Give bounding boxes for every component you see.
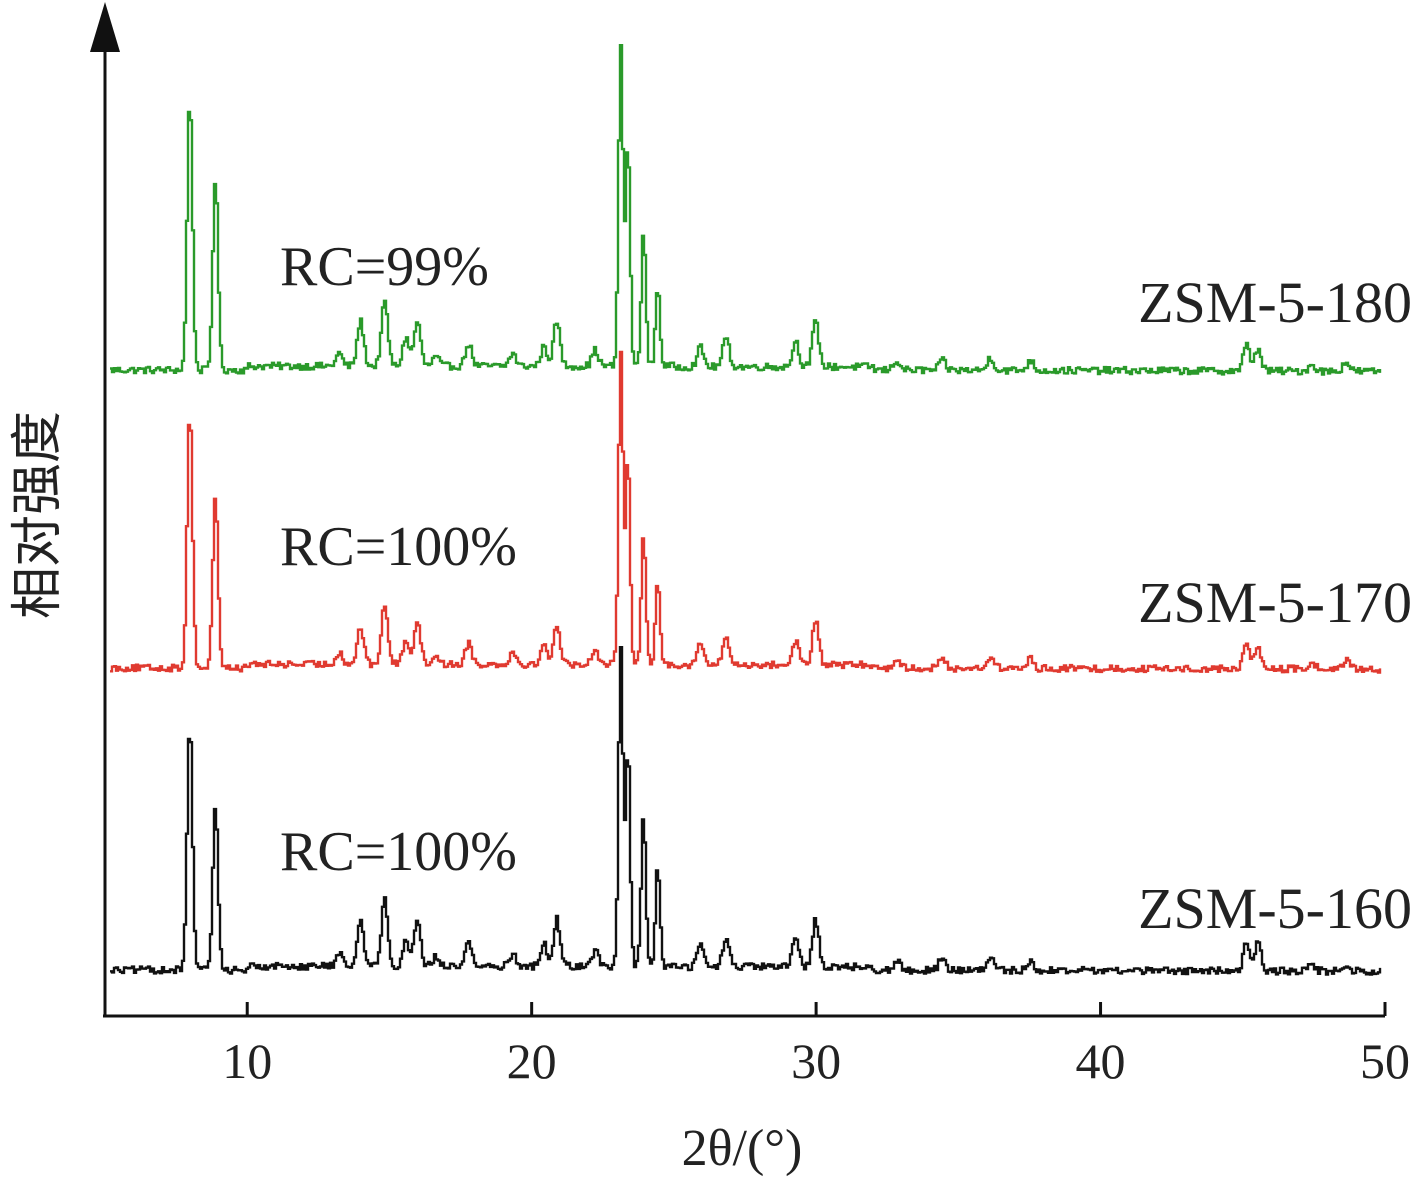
series-line-zsm-5-180	[110, 44, 1382, 376]
ticks-layer: 10 20 30 40 50	[222, 1002, 1410, 1089]
series-line-zsm-5-170	[110, 350, 1382, 674]
rc-annotation-zsm-5-170: RC=100%	[280, 516, 517, 578]
series-label-zsm-5-170: ZSM-5-170	[1138, 570, 1412, 635]
x-axis-label: 2θ/(°)	[682, 1120, 803, 1177]
series-line-zsm-5-160	[110, 646, 1382, 976]
series-label-zsm-5-180: ZSM-5-180	[1138, 270, 1412, 335]
x-tick-label-10: 10	[222, 1033, 272, 1089]
x-tick-label-40: 40	[1076, 1033, 1126, 1089]
x-tick-label-20: 20	[507, 1033, 557, 1089]
x-tick-label-30: 30	[791, 1033, 841, 1089]
x-tick-label-50: 50	[1360, 1033, 1410, 1089]
rc-annotation-zsm-5-180: RC=99%	[280, 236, 489, 298]
series-label-zsm-5-160: ZSM-5-160	[1138, 876, 1412, 941]
y-axis-label: 相对强度	[10, 411, 67, 619]
series-layer	[110, 44, 1382, 976]
labels-layer: ZSM-5-180 RC=99% ZSM-5-170 RC=100% ZSM-5-160…	[280, 236, 1412, 941]
axes-layer	[90, 2, 1385, 1018]
rc-annotation-zsm-5-160: RC=100%	[280, 821, 517, 883]
y-axis-arrow	[90, 2, 120, 52]
